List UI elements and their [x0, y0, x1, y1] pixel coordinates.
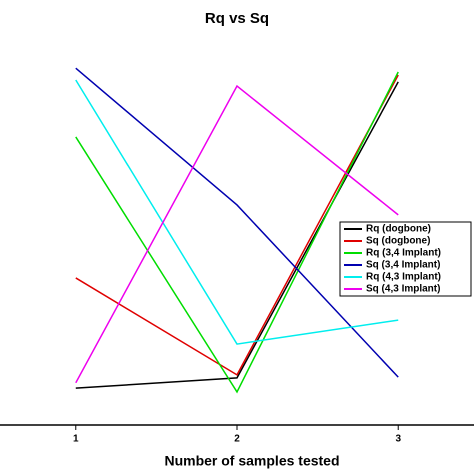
legend-label: Sq (dogbone): [366, 236, 430, 247]
legend-label: Rq (4,3 Implant): [366, 272, 441, 283]
series-line: [75, 84, 399, 384]
chart-title: Rq vs Sq: [205, 10, 269, 27]
series-line: [75, 67, 399, 378]
legend-box: [339, 221, 472, 297]
legend-label: Sq (3,4 Implant): [366, 260, 440, 271]
legend-label: Rq (dogbone): [366, 224, 431, 235]
series-line: [75, 81, 399, 389]
series-line: [75, 71, 399, 394]
x-tick-label: 1: [73, 434, 79, 445]
series-line: [75, 74, 399, 376]
x-tick-label: 3: [395, 434, 401, 445]
legend-label: Rq (3,4 Implant): [366, 248, 441, 259]
series-line: [75, 79, 399, 345]
x-tick-label: 2: [234, 434, 240, 445]
legend-label: Sq (4,3 Implant): [366, 284, 440, 295]
x-axis-label: Number of samples tested: [164, 453, 339, 469]
